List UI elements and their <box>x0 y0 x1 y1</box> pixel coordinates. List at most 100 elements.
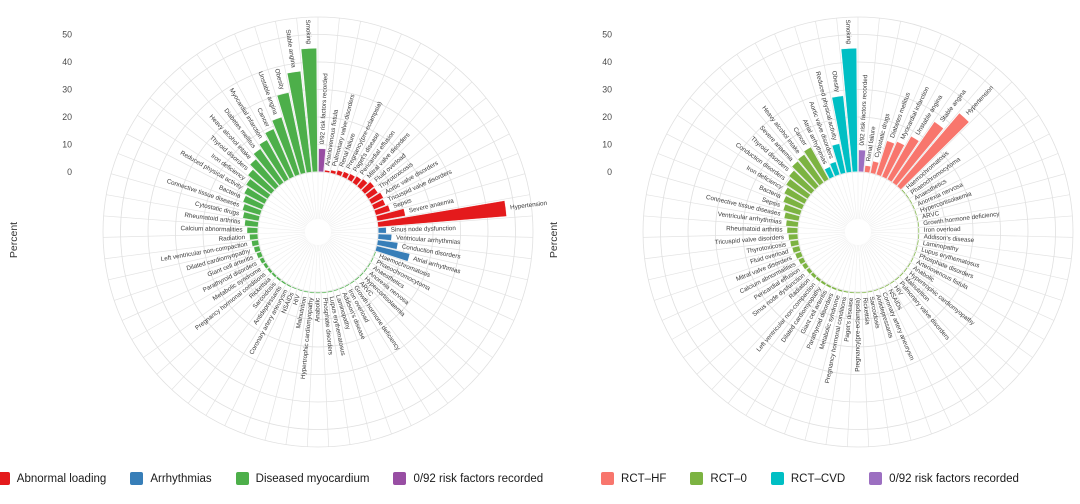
bar-Malnutrition <box>899 271 905 277</box>
grid-spoke-inner <box>840 174 855 220</box>
grid-spoke <box>794 26 841 175</box>
grid-spoke <box>774 33 836 177</box>
grid-spoke-inner <box>281 242 311 281</box>
grid-spoke-inner <box>279 185 310 223</box>
grid-spoke-inner <box>870 232 918 234</box>
grid-spoke-inner <box>321 174 336 220</box>
grid-spoke-inner <box>870 215 916 229</box>
grid-spoke-inner <box>291 243 313 287</box>
category-label: Calcium abnormalities <box>180 225 242 234</box>
grid-spoke-inner <box>862 244 879 289</box>
bar-Phosphate disorders <box>321 291 327 294</box>
grid-spoke <box>196 54 285 183</box>
grid-spoke-inner <box>325 182 353 222</box>
grid-spoke <box>754 43 830 180</box>
category-label: Paget's disease <box>844 297 855 342</box>
grid-ring <box>770 144 946 320</box>
grid-spoke-inner <box>262 209 307 228</box>
grid-spoke-inner <box>823 182 851 222</box>
bar-Coronary artery aneurysm <box>878 286 885 290</box>
grid-spoke-inner <box>842 244 856 291</box>
bar-Pregnancy(pre-eclampsia) <box>341 171 350 180</box>
grid-spoke <box>916 245 1068 281</box>
grid-spoke-inner <box>318 172 325 220</box>
legend-swatch <box>869 472 883 485</box>
grid-spoke <box>275 21 307 174</box>
grid-spoke <box>137 115 268 200</box>
grid-spoke-inner <box>319 244 328 292</box>
grid-spoke <box>908 115 1039 200</box>
grid-spoke-inner <box>868 239 907 268</box>
bar-Iron deficiency <box>245 178 271 200</box>
bar-Iron overload <box>917 227 920 234</box>
bar-HIV <box>889 280 895 285</box>
grid-spoke <box>296 18 313 173</box>
grid-spoke <box>846 291 856 447</box>
grid-spoke <box>911 133 1050 205</box>
category-label: Stable angina <box>284 29 297 69</box>
grid-spoke-inner <box>799 234 846 246</box>
bar-Diabetes mellitus <box>875 140 895 177</box>
grid-spoke <box>338 288 392 435</box>
legend-item: 0/92 risk factors recorded <box>869 472 1019 485</box>
grid-spoke <box>888 283 971 416</box>
bar-Phosphate disorders <box>912 251 917 258</box>
bar-Pregnancy hormonal conditions <box>843 290 849 294</box>
grid-spoke <box>285 291 310 445</box>
bar-Cancer <box>803 146 830 183</box>
grid-spoke-inner <box>323 179 347 221</box>
grid-spoke-inner <box>866 185 897 223</box>
bar-Tricuspid valve disorders <box>371 199 386 210</box>
grid-spoke <box>131 261 267 340</box>
grid-spoke <box>126 133 265 205</box>
grid-ring-outer <box>642 16 1074 448</box>
grid-ring <box>120 34 516 430</box>
grid-spoke-inner <box>329 238 371 263</box>
category-label: Smoking <box>304 19 312 44</box>
bar-Rickettsia <box>271 271 277 278</box>
grid-spoke-inner <box>858 172 865 220</box>
grid-spoke <box>836 18 853 173</box>
polar-grid <box>102 16 534 448</box>
grid-spoke <box>671 261 807 340</box>
category-label: Smoking <box>844 19 852 44</box>
grid-spoke <box>358 275 465 390</box>
grid-spoke-inner <box>308 244 317 292</box>
bar-Metabolic syndrome <box>262 262 270 269</box>
grid-spoke <box>377 233 533 238</box>
grid-spoke-inner <box>276 241 310 277</box>
bar-Coronary artery aneurysm <box>285 283 292 288</box>
grid-spoke <box>872 290 912 441</box>
grid-spoke <box>917 194 1070 222</box>
grid-spoke-inner <box>816 241 850 277</box>
bar-Conduction disorders <box>376 239 399 250</box>
bar-Renal failure <box>335 169 344 177</box>
bar-Calcium abnormalities <box>797 256 806 265</box>
grid-spoke <box>103 233 259 238</box>
category-label: Pregnancy(pre-eclampsia) <box>855 298 862 372</box>
grid-spoke <box>869 21 901 174</box>
bar-Smoking <box>300 48 318 173</box>
grid-spoke <box>727 279 823 404</box>
grid-spoke <box>372 256 515 321</box>
grid-spoke <box>335 26 382 175</box>
grid-spoke <box>306 291 316 447</box>
grid-spoke-inner <box>863 243 885 287</box>
bar-Anabolic <box>906 262 912 268</box>
y-axis-title: Percent <box>8 222 20 258</box>
axis-tick-label: 30 <box>602 85 612 95</box>
grid-spoke <box>745 283 828 416</box>
grid-spoke-inner <box>801 235 846 252</box>
bar-Mitral valve disorders <box>794 251 804 260</box>
bar-Unstable angina <box>886 135 920 183</box>
category-label: Obesity <box>273 68 285 91</box>
bar-Growth hormone deficiency <box>917 221 920 228</box>
bar-Rheumatoid arthritis <box>786 227 799 234</box>
polar-grid <box>642 16 1074 448</box>
bar-Antidepressants <box>873 288 879 292</box>
legend-rct: RCT–HF RCT–0 RCT–CVD 0/92 risk factors reco… <box>540 472 1080 485</box>
grid-spoke-inner <box>258 221 306 231</box>
bar-Thyrotoxicosis <box>789 239 800 247</box>
